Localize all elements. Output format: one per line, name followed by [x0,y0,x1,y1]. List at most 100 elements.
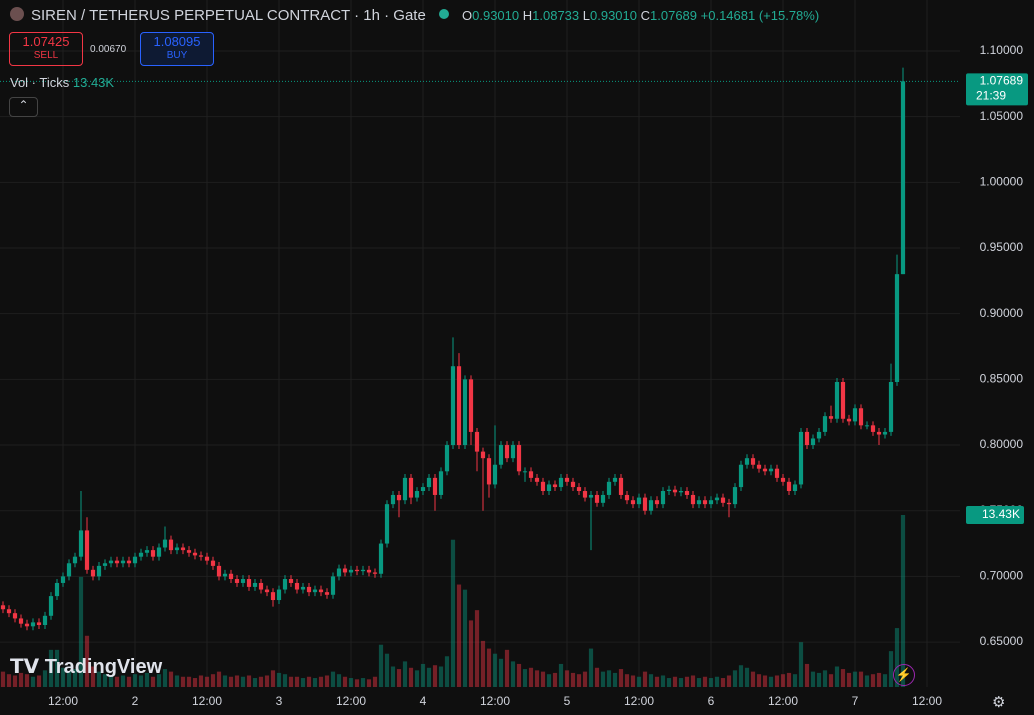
sell-button[interactable]: 1.07425 SELL [9,32,83,66]
candle-body [78,530,84,557]
volume-legend: Vol · Ticks 13.43K [10,75,114,90]
y-tick-label: 0.90000 [980,306,1024,320]
candle-body [228,573,234,580]
volume-bar [612,672,618,687]
candle-body [222,573,228,577]
volume-bar [372,676,378,687]
x-tick-label: 12:00 [624,694,654,708]
volume-bar [708,678,714,687]
last-price-label: 1.07689 [980,73,1024,87]
candle-body [576,487,582,492]
settings-icon[interactable]: ⚙ [992,694,1006,711]
alert-icon[interactable]: ⚡ [893,664,915,686]
volume-bar [390,666,396,687]
volume-bar [888,651,894,687]
candle-body [630,500,636,505]
candle-body [780,477,786,482]
candle-body [138,552,144,557]
candle-body [186,550,192,553]
volume-bar [246,675,252,687]
candle-body [312,589,318,593]
candle-body [12,613,18,619]
volume-bar [666,678,672,687]
candle-body [258,582,264,590]
candle-body [732,487,738,505]
candle-body [654,500,660,505]
volume-bar [342,676,348,687]
candle-body [18,618,24,624]
volume-bar [240,676,246,687]
volume-bar [462,589,468,687]
candle-body [144,550,150,553]
candle-body [486,458,492,485]
volume-bar [450,539,456,687]
x-tick-label: 6 [708,694,715,708]
volume-bar [258,676,264,687]
candle-body [588,494,594,498]
volume-bar [276,672,282,687]
volume-bar [306,676,312,687]
collapse-button[interactable]: ⌃ [9,97,38,117]
candle-body [432,477,438,495]
candle-body [828,416,834,419]
candle-body [66,563,72,577]
candle-body [798,431,804,485]
volume-bar [72,669,78,687]
volume-bar [234,675,240,687]
candle-body [888,381,894,432]
candle-body [72,556,78,564]
candle-body [594,494,600,503]
candle-body [378,543,384,574]
candle-body [708,500,714,505]
candle-body [54,582,60,597]
candle-body [426,477,432,488]
candle-body [642,497,648,511]
volume-bar [102,674,108,687]
candle-body [198,555,204,557]
volume-bar [654,676,660,687]
volume-bar [24,674,30,687]
volume-bar [762,675,768,687]
volume-bar [480,640,486,687]
volume-bar [42,670,48,687]
volume-bar [690,675,696,687]
x-tick-label: 12:00 [336,694,366,708]
volume-bar [750,671,756,687]
candle-body [510,445,516,459]
volume-bar [420,663,426,687]
candle-body [816,431,822,439]
volume-bar [30,676,36,687]
volume-bar [828,674,834,687]
candle-body [804,431,810,446]
candle-body [246,579,252,587]
candle-body [714,497,720,501]
x-tick-label: 4 [420,694,427,708]
spread: 0.00670 [90,44,127,55]
volume-bar [288,676,294,687]
candle-body [174,547,180,551]
candle-body [558,477,564,488]
candle-body [666,489,672,492]
volume-bar [504,649,510,687]
volume-bar [252,678,258,687]
candle-body [438,471,444,495]
candle-body [738,464,744,488]
candle-body [882,431,888,435]
volume-bar [720,678,726,687]
candle-body [852,408,858,422]
o-key: O [462,8,473,23]
buy-button[interactable]: 1.08095 BUY [140,32,214,66]
volume-bar [144,672,150,687]
volume-bar [546,674,552,687]
volume-bar [618,669,624,687]
candle-body [114,560,120,564]
volume-bar [582,671,588,687]
x-tick-label: 12:00 [768,694,798,708]
volume-bar [96,671,102,687]
volume-bar [894,628,900,687]
x-tick-label: 3 [276,694,283,708]
volume-bar [552,672,558,687]
candle-body [264,589,270,593]
